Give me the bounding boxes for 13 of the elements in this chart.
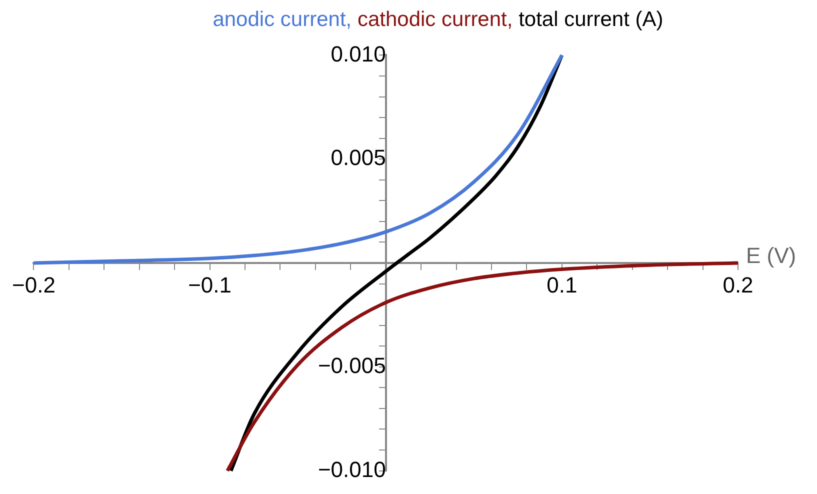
x-tick-label: −0.1: [188, 272, 232, 298]
x-tick-label: −0.2: [12, 272, 56, 298]
y-tick-label: −0.010: [318, 456, 386, 482]
y-axis-title: (A): [635, 8, 664, 31]
x-tick-label: 0.2: [722, 272, 754, 298]
series-label: total current: [518, 8, 630, 31]
text: cathodic current,: [357, 8, 514, 31]
text: anodic current,: [212, 8, 353, 31]
x-tick-label: 0.1: [546, 272, 578, 298]
y-tick-label: −0.005: [318, 352, 386, 378]
x-axis-title: E (V): [746, 243, 796, 268]
y-tick-label: 0.005: [330, 145, 386, 170]
y-tick-label: 0.010: [330, 41, 386, 66]
